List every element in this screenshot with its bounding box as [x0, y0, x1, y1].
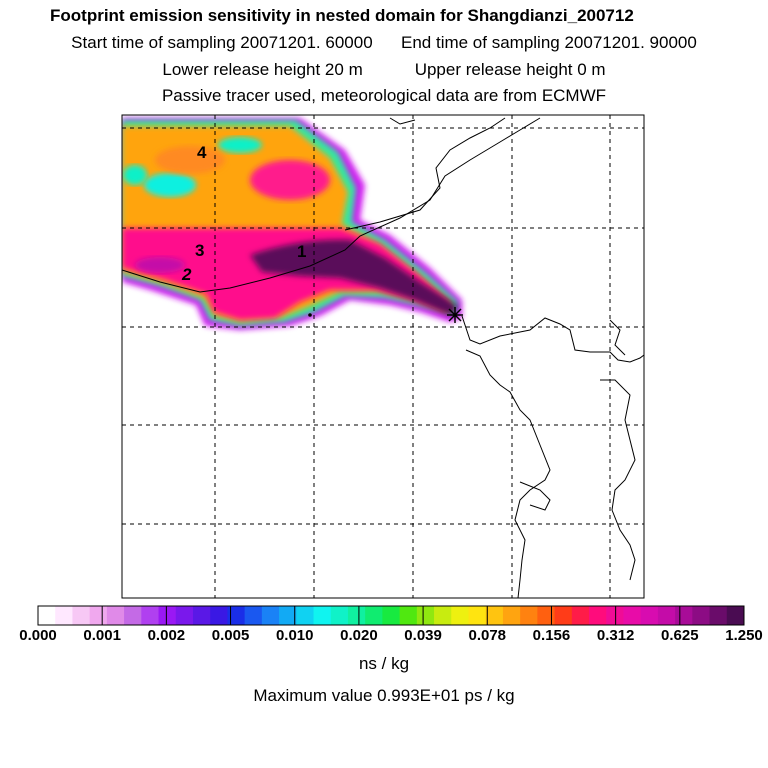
legend-tick-label: 0.001	[83, 627, 121, 644]
legend-swatch	[210, 606, 228, 625]
tracer-note: Passive tracer used, meteorological data…	[161, 86, 607, 105]
legend-swatch	[347, 606, 366, 625]
legend-swatch	[141, 606, 160, 625]
legend-swatch	[606, 606, 624, 625]
legend-tick-label: 0.020	[340, 627, 378, 644]
legend-swatch	[38, 606, 56, 625]
legend-swatch	[330, 606, 349, 625]
legend-frame	[37, 605, 745, 626]
legend-swatch	[227, 606, 246, 625]
legend-tick-label: 0.005	[211, 627, 250, 644]
legend-swatch	[261, 606, 280, 625]
point-label-2: 2	[181, 265, 192, 284]
cyan-blob	[144, 173, 196, 197]
legend-swatch	[244, 606, 263, 625]
legend-tick-label: 0.039	[404, 627, 442, 644]
legend-swatch	[296, 606, 315, 625]
legend-tick-label: 0.078	[468, 627, 507, 644]
legend-swatch	[313, 606, 332, 625]
legend-swatch	[158, 606, 177, 625]
end-time-label: End time of sampling 20071201. 90000	[401, 33, 697, 52]
legend-swatch	[571, 606, 590, 625]
legend-swatch	[623, 606, 642, 625]
legend-swatch	[554, 606, 573, 625]
legend-swatches	[38, 606, 745, 625]
release-heights: Lower release height 20 m Upper release …	[0, 60, 768, 80]
legend-swatch	[726, 606, 745, 625]
legend-swatch	[468, 606, 487, 625]
legend-tick-label: 0.156	[532, 627, 571, 644]
legend-tick-label: 0.625	[661, 627, 699, 644]
legend-swatch	[279, 606, 297, 625]
legend-swatch	[175, 606, 194, 625]
legend-swatch	[106, 606, 125, 625]
sensitivity-field	[122, 118, 462, 330]
legend-swatch	[502, 606, 521, 625]
legend-swatch	[399, 606, 418, 625]
point-label-3: 3	[195, 241, 204, 260]
lower-release-height: Lower release height 20 m	[162, 60, 363, 79]
legend-swatch	[537, 606, 556, 625]
legend-swatch	[451, 606, 469, 625]
legend-swatch	[416, 606, 435, 625]
legend-unit: ns / kg	[358, 654, 410, 673]
legend-swatch	[124, 606, 142, 625]
cyan-blob	[123, 165, 147, 185]
legend-swatch	[365, 606, 383, 625]
legend-swatch	[692, 606, 711, 625]
legend-swatch	[192, 606, 211, 625]
sampling-times: Start time of sampling 20071201. 60000 E…	[0, 33, 768, 53]
pink-contour	[250, 160, 330, 200]
coastlines	[122, 117, 644, 598]
legend-swatch	[382, 606, 401, 625]
map-title: Footprint emission sensitivity in nested…	[50, 6, 634, 25]
site-dot	[308, 313, 312, 317]
orange-blob	[155, 146, 225, 174]
point-label-4: 4	[197, 143, 207, 162]
cyan-blob	[218, 137, 262, 153]
legend-swatch	[709, 606, 728, 625]
upper-release-height: Upper release height 0 m	[414, 60, 606, 79]
point-label-1: 1	[297, 242, 306, 261]
legend-swatch	[55, 606, 73, 625]
receptor-star-icon	[447, 307, 463, 323]
legend-swatch	[434, 606, 452, 625]
legend-swatch	[89, 606, 108, 625]
legend-tick-label: 0.010	[275, 627, 314, 644]
legend-swatch	[72, 606, 91, 625]
legend-tick-label: 0.312	[596, 627, 635, 644]
lat-lon-grid	[122, 115, 644, 598]
legend-dividers	[101, 606, 681, 625]
maximum-value: Maximum value 0.993E+01 ps / kg	[253, 686, 515, 705]
legend-tick-label: 0.002	[147, 627, 186, 644]
legend-swatch	[640, 606, 659, 625]
legend-swatch	[485, 606, 504, 625]
legend-swatch	[520, 606, 538, 625]
legend-swatch	[675, 606, 693, 625]
legend-tick-label: 0.000	[19, 627, 57, 644]
legend-swatch	[657, 606, 676, 625]
map-frame	[121, 114, 645, 599]
start-time-label: Start time of sampling 20071201. 60000	[71, 33, 373, 52]
purple-blob	[135, 257, 185, 273]
plume-core	[250, 239, 458, 316]
legend-swatch	[589, 606, 607, 625]
legend-tick-label: 1.250	[725, 627, 763, 644]
